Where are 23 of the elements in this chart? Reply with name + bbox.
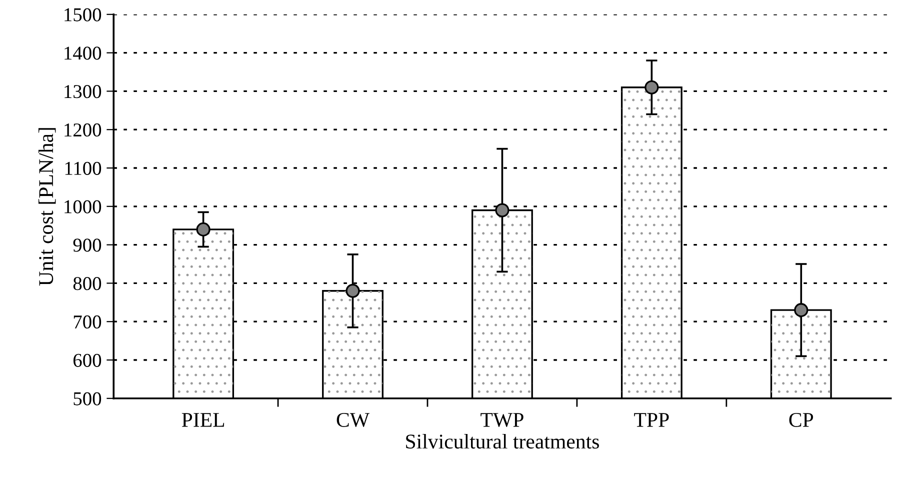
y-tick-label: 800: [73, 277, 102, 290]
y-tick-label: 700: [74, 315, 102, 329]
y-tick-label: 1100: [65, 162, 102, 175]
x-tick-label: TWP: [480, 413, 524, 428]
y-tick-label: 600: [73, 354, 102, 367]
y-tick-label: 1300: [64, 85, 102, 98]
point: [794, 303, 808, 318]
y-tick-label: 900: [73, 238, 102, 252]
y-tick-label: 1400: [64, 46, 102, 60]
x-tick-label: CW: [336, 412, 370, 428]
y-tick-label: 1000: [64, 200, 102, 214]
x-tick-label: PIEL: [182, 413, 224, 427]
point: [346, 284, 360, 298]
x-axis-title: Silvicultural treatments: [406, 434, 599, 449]
y-tick-label: 1500: [64, 8, 102, 22]
y-tick-label: 500: [74, 392, 102, 406]
x-tick-label: CP: [789, 412, 814, 427]
x-tick-label: TPP: [634, 413, 669, 427]
point: [495, 203, 510, 218]
y-tick-label: 1200: [64, 123, 102, 137]
y-axis-title: Unit cost [PLN/ha]: [38, 128, 56, 286]
point: [644, 80, 659, 94]
point: [196, 222, 210, 236]
